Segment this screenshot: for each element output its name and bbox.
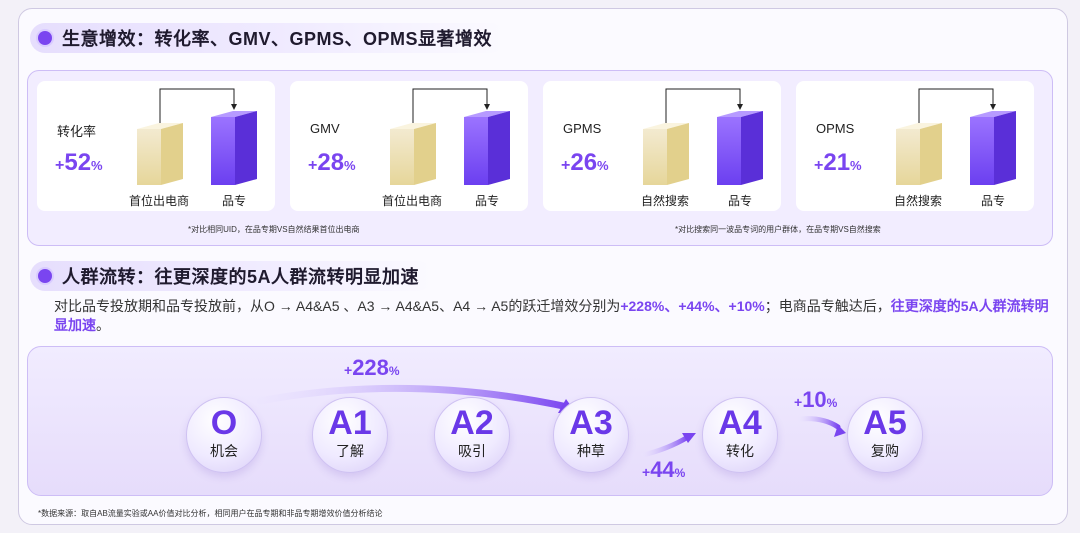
bar-compare-graphic <box>390 88 510 185</box>
metric-card-conversion: 转化率 +52% 首位出电商 品专 <box>37 81 275 211</box>
data-source-note: *数据来源：取自AB流量实验或AA价值对比分析，相同用户在品专期和非品专期增效价… <box>38 509 383 518</box>
metric-cards-panel: 转化率 +52% 首位出电商 品专 GMV +28% 首位出电商 品专 <box>27 70 1053 246</box>
left-bar-label: 首位出电商 <box>381 194 442 208</box>
stage-node-a1: A1 了解 <box>312 397 388 473</box>
gain-label-a3-to-a4: +44% <box>642 457 686 482</box>
gain-label-o-to-a3: +228% <box>344 355 400 380</box>
metric-name: OPMS <box>816 121 855 136</box>
section-title-crowd: 人群流转：往更深度的5A人群流转明显加速 <box>30 261 434 291</box>
metric-name: 转化率 <box>57 124 97 139</box>
bullet-dot-icon <box>38 31 52 45</box>
bar-compare-graphic <box>896 88 1016 185</box>
left-bar-label: 首位出电商 <box>128 194 189 208</box>
metric-card-gpms: GPMS +26% 自然搜索 品专 <box>543 81 781 211</box>
gain-label-a4-to-a5: +10% <box>794 387 838 412</box>
section-title-text: 人群流转：往更深度的5A人群流转明显加速 <box>62 267 420 287</box>
left-bar-label: 自然搜索 <box>640 194 689 208</box>
section-title-text: 生意增效：转化率、GMV、GPMS、OPMS显著增效 <box>62 29 493 49</box>
metric-lift: +21% <box>814 149 862 176</box>
metric-card-opms: OPMS +21% 自然搜索 品专 <box>796 81 1034 211</box>
right-bar-label: 品专 <box>474 194 499 208</box>
metric-card-gmv: GMV +28% 首位出电商 品专 <box>290 81 528 211</box>
right-bar-label: 品专 <box>221 194 246 208</box>
metric-name: GPMS <box>563 121 602 136</box>
stage-node-a2: A2 吸引 <box>434 397 510 473</box>
bar-compare-graphic <box>643 88 763 185</box>
metric-lift: +52% <box>55 149 103 176</box>
arrow-head-icon <box>834 425 846 437</box>
metric-lift: +26% <box>561 149 609 176</box>
footnote-right: *对比搜索同一波品专词的用户群体，在品专期VS自然搜索 <box>675 225 881 234</box>
left-bar-label: 自然搜索 <box>893 194 942 208</box>
stage-node-o: O 机会 <box>186 397 262 473</box>
stage-node-a4: A4 转化 <box>702 397 778 473</box>
right-bar-label: 品专 <box>980 194 1005 208</box>
arrow-head-icon <box>682 433 696 443</box>
bullet-dot-icon <box>38 269 52 283</box>
description-paragraph: 对比品专投放期和品专投放前，从O → A4&A5 、A3 → A4&A5、A4 … <box>54 298 1049 333</box>
stage-node-a5: A5 复购 <box>847 397 923 473</box>
footnote-left: *对比相同UID，在品专期VS自然结果首位出电商 <box>188 225 360 234</box>
stage-node-a3: A3 种草 <box>553 397 629 473</box>
bar-compare-graphic <box>137 88 257 185</box>
crowd-flow-panel: +228% +44% +10% O 机会 A1 了解 A2 吸引 A3 种草 A4 转化 … <box>27 346 1053 496</box>
metric-name: GMV <box>310 121 340 136</box>
section-title-business: 生意增效：转化率、GMV、GPMS、OPMS显著增效 <box>30 23 507 53</box>
right-bar-label: 品专 <box>727 194 752 208</box>
metric-lift: +28% <box>308 149 356 176</box>
